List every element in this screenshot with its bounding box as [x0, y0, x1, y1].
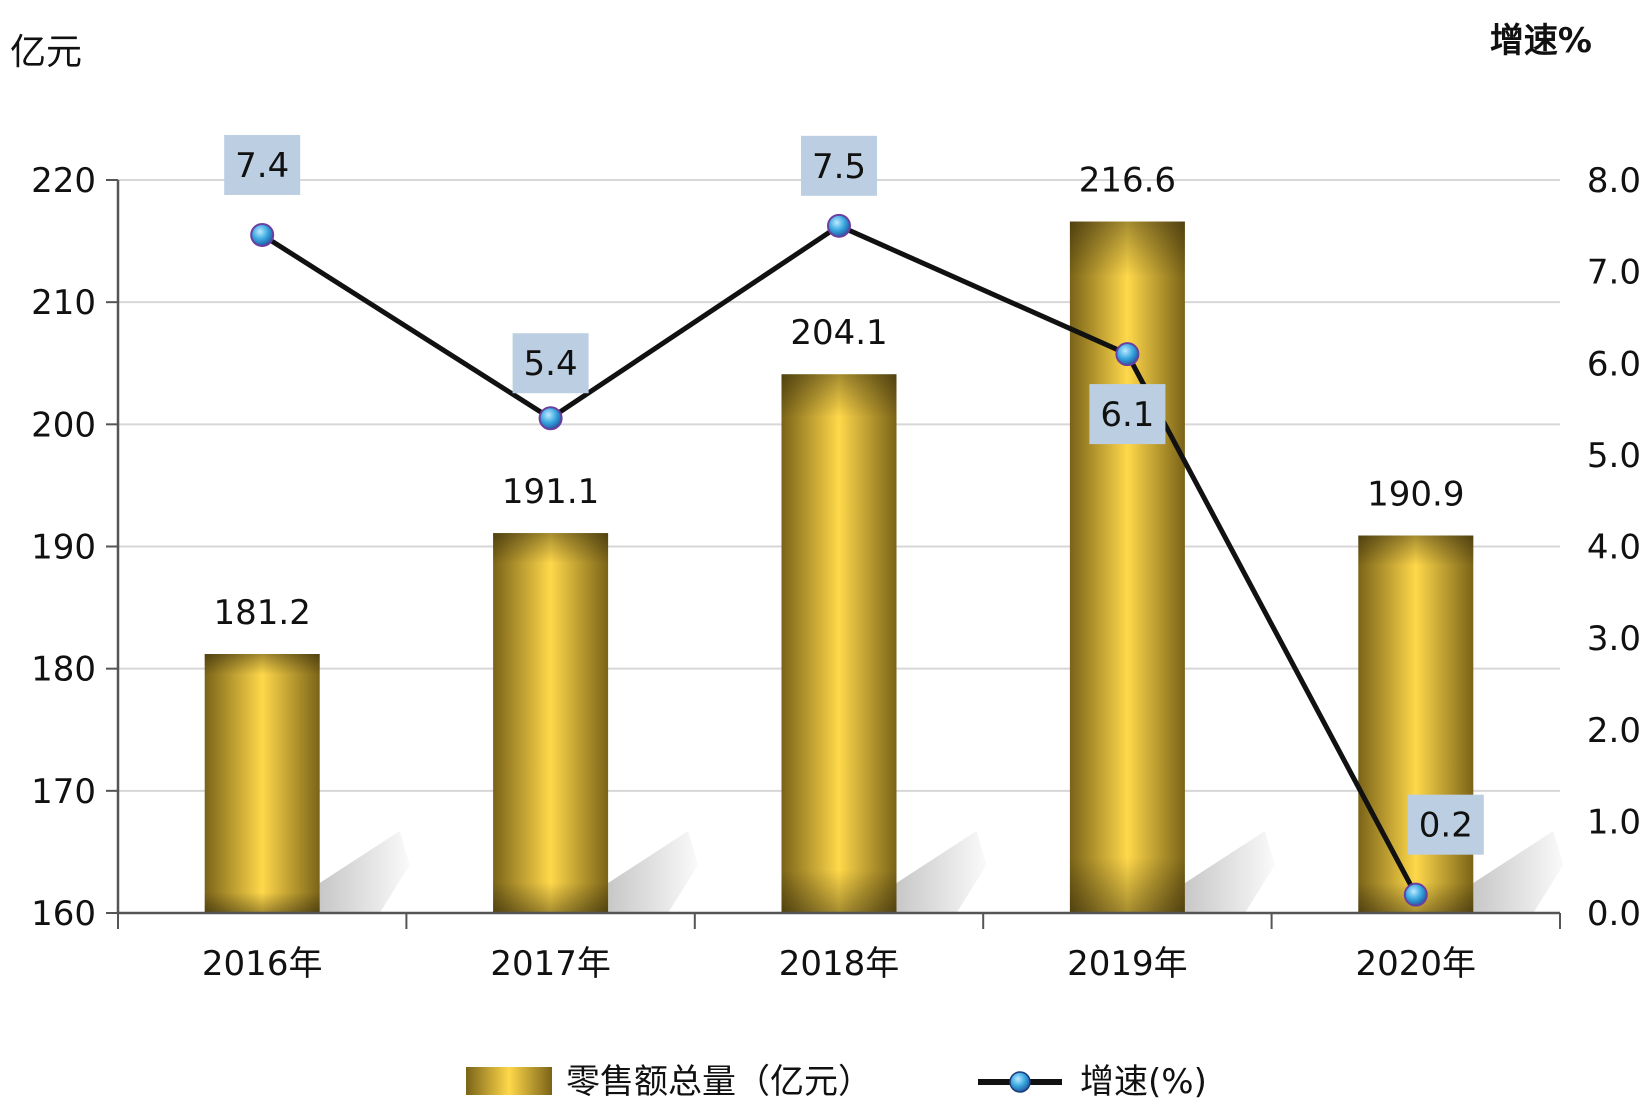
growth-value-label: 7.4 — [235, 146, 289, 186]
bar-shade — [493, 533, 609, 913]
growth-value-label: 5.4 — [524, 344, 578, 384]
legend-line-label: 增速(%) — [1080, 1062, 1207, 1102]
y-right-tick-label: 7.0 — [1587, 253, 1641, 293]
growth-point — [1115, 342, 1140, 367]
bar-value-label: 190.9 — [1367, 475, 1464, 515]
growth-value-label: 0.2 — [1419, 806, 1473, 846]
growth-label-box — [1407, 794, 1484, 855]
bar-shadows — [319, 831, 1564, 913]
growth-point — [1403, 882, 1428, 907]
ticks-group: 160 170 180 190 200 210 220 0.0 1.0 2.0 3.0 4.0 5.0 6… — [31, 161, 1641, 934]
growth-value-label: 7.5 — [812, 147, 866, 187]
legend-bar-label: 零售额总量（亿元） — [566, 1062, 872, 1102]
bar-shade — [1069, 221, 1185, 913]
y-right-tick-label: 6.0 — [1587, 344, 1641, 384]
y-left-tick-label: 190 — [31, 528, 96, 568]
x-tick-label: 2020年 — [1356, 944, 1477, 984]
x-tick-label: 2017年 — [490, 944, 611, 984]
bars-group — [204, 221, 1474, 913]
bar-value-label: 216.6 — [1079, 161, 1176, 201]
y-right-tick-label: 0.0 — [1587, 894, 1641, 934]
bar-shadow — [1184, 831, 1275, 913]
x-labels-group: 2016年 2017年 2018年 2019年 2020年 — [202, 944, 1476, 984]
legend-line-marker — [1009, 1071, 1031, 1093]
growth-label-box — [512, 333, 589, 394]
bar-shadow — [1473, 831, 1564, 913]
x-tick-label: 2018年 — [779, 944, 900, 984]
bar-value-label: 204.1 — [790, 313, 887, 353]
x-tick-label: 2016年 — [202, 944, 323, 984]
y-right-tick-label: 1.0 — [1587, 802, 1641, 842]
y-right-unit-label: 增速% — [1490, 21, 1592, 61]
y-right-tick-label: 3.0 — [1587, 619, 1641, 659]
bar-labels-group: 181.2 191.1 204.1 216.6 190.9 — [214, 161, 1465, 633]
x-tick-label: 2019年 — [1067, 944, 1188, 984]
y-left-tick-label: 170 — [31, 772, 96, 812]
y-right-tick-label: 4.0 — [1587, 528, 1641, 568]
legend: 零售额总量（亿元） 增速(%) — [466, 1062, 1207, 1102]
growth-label-box — [224, 134, 301, 195]
growth-point — [538, 406, 563, 431]
y-left-tick-label: 210 — [31, 283, 96, 323]
bar-shade — [204, 654, 320, 913]
growth-value-label: 6.1 — [1100, 395, 1154, 435]
y-left-tick-label: 200 — [31, 405, 96, 445]
y-left-tick-label: 180 — [31, 650, 96, 690]
bar-value-label: 191.1 — [502, 472, 599, 512]
growth-label-box — [801, 135, 877, 196]
y-right-tick-label: 2.0 — [1587, 711, 1641, 751]
y-left-unit-label: 亿元 — [10, 32, 82, 73]
y-left-tick-label: 160 — [31, 894, 96, 934]
y-left-tick-label: 220 — [31, 161, 96, 201]
bar-shadow — [896, 831, 987, 913]
y-right-tick-label: 8.0 — [1587, 161, 1641, 201]
bar-value-label: 181.2 — [214, 593, 311, 633]
line-group — [250, 213, 1428, 907]
bar-shadow — [608, 831, 699, 913]
legend-bar-swatch — [466, 1067, 552, 1095]
bar-shade — [781, 374, 897, 913]
y-right-tick-label: 5.0 — [1587, 436, 1641, 476]
growth-label-box — [1089, 384, 1166, 445]
bar-shadow — [319, 831, 410, 913]
line-labels-group: 7.4 5.4 7.5 6.1 0.2 — [224, 134, 1484, 855]
growth-point — [827, 213, 851, 238]
bar-shade — [1358, 535, 1474, 913]
growth-point — [250, 222, 275, 247]
